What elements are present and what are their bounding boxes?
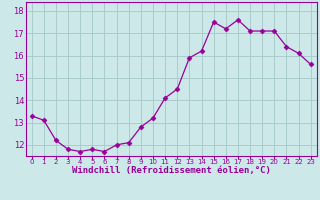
X-axis label: Windchill (Refroidissement éolien,°C): Windchill (Refroidissement éolien,°C) [72, 166, 271, 175]
